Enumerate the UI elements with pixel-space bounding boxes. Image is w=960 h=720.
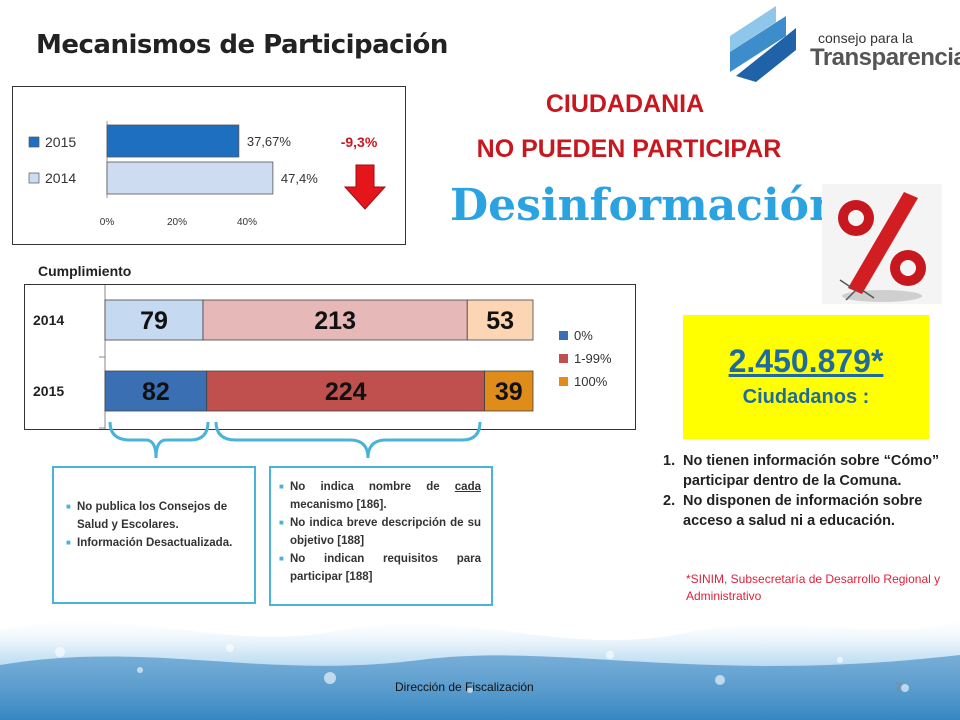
chart1-x-tick: 40% [237,217,257,228]
logo-line2: Transparencia [810,44,960,71]
broken-percent-icon [822,184,942,304]
chart2-bar-segment [104,370,208,412]
citizens-label: Ciudadanos : [742,386,870,408]
square-bullet-icon: ■ [279,482,284,491]
bullet-item: ■ No publica los Consejos de Salud y Esco… [66,498,242,534]
bullet-text: No indica breve descripción de su objeti… [290,517,481,547]
point-text: No disponen de información sobre acceso … [683,493,923,529]
chart2-legend-swatch [559,331,568,340]
chart1-legend-swatch [28,172,40,184]
chart2-legend-swatch [559,377,568,386]
page-number: 7 [895,680,902,694]
chart2-bar-segment [206,370,486,412]
chart1-bar-2014 [106,161,274,195]
chart2-legend-label: 1-99% [574,351,612,366]
comparison-bar-chart: 37,67% 47,4% 0% 20% 40% 2015 2014 -9,3% [28,121,387,228]
chart1-x-tick: 0% [100,217,115,228]
desinformacion-heading: Desinformación [450,180,841,231]
chart2-segment-label: 82 [142,378,170,406]
red-down-arrow-icon [343,164,387,210]
bullet-list-2: ■ No indica nombre de cada mecanismo [186… [271,468,491,586]
bullet-list-1: ■ No publica los Consejos de Salud y Esco… [54,468,254,552]
numbered-points-list: 1. No tienen información sobre “Cómo” par… [663,451,943,531]
chart1-legend-swatch [28,136,40,148]
chart1-legend-label: 2014 [45,170,76,186]
chart2-bar-segment [484,370,534,412]
cumplimiento-chart-frame: 2014 79 213 53 2015 82 224 39 0% 1-99% 100% [24,284,636,430]
chart2-segment-label: 53 [486,307,514,335]
citizens-number: 2.450.879* [728,343,884,379]
logo-stripes-icon [730,6,796,82]
cumplimiento-label: Cumplimiento [38,263,132,279]
highlight-box [683,315,929,439]
chart2-bar-segment [466,299,534,341]
source-note: *SINIM, Subsecretaría de Desarrollo Regi… [686,572,941,603]
left-bracket [108,421,210,459]
bullet-text: No indican requisitos para participar [1… [290,553,481,583]
water-splash-decoration [0,620,960,720]
bullet-item: ■ No indican requisitos para participar [… [279,550,481,586]
cumplimiento-stacked-chart: 2014 79 213 53 2015 82 224 39 0% 1-99% 100% [33,285,612,429]
chart2-segment-label: 39 [495,378,523,406]
comparison-chart-frame: 37,67% 47,4% 0% 20% 40% 2015 2014 -9,3% [12,86,406,245]
bullet-text: No publica los Consejos de Salud y Escol… [77,501,228,531]
slide-title: Mecanismos de Participación [36,30,448,60]
chart1-bar-2015 [106,124,240,158]
bullet-box-1: ■ No publica los Consejos de Salud y Esco… [52,466,256,604]
point-text: No tienen información sobre “Cómo” parti… [683,453,940,489]
bullet-box-2: ■ No indica nombre de cada mecanismo [186… [269,466,493,606]
square-bullet-icon: ■ [66,502,71,511]
heading-no-pueden: NO PUEDEN PARTICIPAR [476,135,782,163]
chart1-value-label: 37,67% [247,134,292,149]
chart2-category-label: 2015 [33,383,64,399]
chart2-category-label: 2014 [33,312,64,328]
heading-ciudadania: CIUDADANIA [545,90,705,118]
bullet-text: Información Desactualizada. [77,537,233,549]
point-number: 1. [663,453,676,469]
chart2-segment-label: 224 [325,378,367,406]
chart2-segment-label: 213 [314,307,356,335]
chart1-x-tick: 20% [167,217,187,228]
square-bullet-icon: ■ [66,538,71,547]
footer-text: Dirección de Fiscalización [395,680,534,694]
chart1-change-annotation: -9,3% [341,134,378,150]
square-bullet-icon: ■ [279,518,284,527]
chart2-legend-label: 0% [574,328,593,343]
chart2-bar-segment [202,299,468,341]
chart2-segment-label: 79 [140,307,168,335]
bullet-item: ■ Información Desactualizada. [66,534,242,552]
bullet-item: ■ No indica breve descripción de su objet… [279,514,481,550]
right-bracket [214,421,482,459]
bullet-text: No indica nombre de cada mecanismo [186]… [290,481,481,511]
chart2-bar-segment [104,299,204,341]
chart2-legend-swatch [559,354,568,363]
chart1-legend-label: 2015 [45,134,76,150]
bullet-item: ■ No indica nombre de cada mecanismo [186… [279,478,481,514]
chart1-value-label: 47,4% [281,171,318,186]
numbered-point: 2. No disponen de información sobre acces… [663,491,943,531]
bracket-connectors [108,421,482,459]
point-number: 2. [663,493,676,509]
chart2-legend-label: 100% [574,374,608,389]
numbered-point: 1. No tienen información sobre “Cómo” par… [663,451,943,491]
square-bullet-icon: ■ [279,554,284,563]
logo-line1: consejo para la [818,30,913,46]
